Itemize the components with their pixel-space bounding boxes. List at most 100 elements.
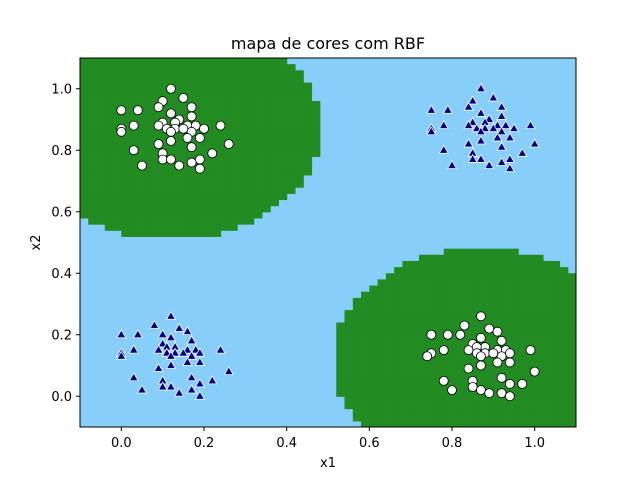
decision-region-cell bbox=[485, 279, 494, 287]
decision-region-cell bbox=[567, 273, 576, 280]
decision-region-cell bbox=[245, 76, 255, 84]
decision-region-cell bbox=[261, 150, 271, 157]
decision-region-cell bbox=[509, 248, 519, 256]
decision-region-cell bbox=[452, 402, 461, 410]
decision-region-cell bbox=[385, 316, 395, 324]
decision-region-cell bbox=[501, 371, 511, 379]
decision-region-cell bbox=[452, 408, 461, 416]
decision-region-cell bbox=[410, 347, 420, 354]
decision-region-cell bbox=[427, 291, 437, 299]
decision-region-cell bbox=[493, 365, 503, 373]
decision-region-cell bbox=[154, 131, 164, 139]
decision-region-cell bbox=[137, 193, 147, 201]
decision-region-cell bbox=[551, 273, 561, 280]
decision-region-cell bbox=[179, 181, 189, 188]
circle-point bbox=[438, 375, 449, 386]
plot-frame bbox=[79, 57, 577, 428]
decision-region-cell bbox=[237, 199, 246, 207]
decision-region-cell bbox=[394, 340, 403, 348]
decision-region-cell bbox=[187, 211, 197, 219]
decision-region-cell bbox=[179, 107, 189, 114]
circle-point bbox=[476, 360, 486, 371]
decision-region-cell bbox=[270, 125, 279, 133]
decision-region-cell bbox=[443, 390, 453, 397]
decision-region-cell bbox=[137, 113, 147, 121]
triangle-point bbox=[504, 153, 515, 163]
decision-region-cell bbox=[559, 420, 569, 427]
decision-region-cell bbox=[452, 273, 461, 280]
circle-point bbox=[116, 126, 127, 137]
decision-region-cell bbox=[228, 70, 238, 78]
decision-region-cell bbox=[121, 137, 131, 145]
decision-region-cell bbox=[410, 402, 420, 410]
circle-point bbox=[153, 102, 164, 113]
decision-region-cell bbox=[551, 291, 561, 299]
decision-region-cell bbox=[80, 64, 89, 71]
decision-region-cell bbox=[278, 181, 288, 188]
decision-region-cell bbox=[518, 279, 527, 287]
triangle-point bbox=[488, 123, 499, 133]
decision-region-cell bbox=[385, 291, 395, 299]
decision-region-cell bbox=[146, 70, 155, 78]
decision-region-cell bbox=[485, 297, 494, 305]
decision-region-cell bbox=[294, 107, 304, 114]
circle-point bbox=[504, 348, 515, 359]
decision-region-cell bbox=[286, 94, 296, 102]
decision-region-cell bbox=[551, 328, 561, 336]
decision-region-cell bbox=[344, 316, 354, 324]
decision-region-cell bbox=[402, 328, 412, 336]
decision-region-cell bbox=[195, 94, 205, 102]
decision-region-cell bbox=[418, 396, 428, 403]
decision-region-cell bbox=[435, 316, 445, 324]
decision-region-cell bbox=[394, 347, 403, 354]
decision-region-cell bbox=[336, 347, 346, 354]
triangle-point bbox=[475, 83, 487, 93]
decision-region-cell bbox=[170, 205, 180, 213]
decision-region-cell bbox=[542, 291, 552, 299]
circle-point bbox=[422, 351, 433, 362]
decision-region-cell bbox=[526, 408, 536, 416]
decision-region-cell bbox=[435, 383, 445, 391]
decision-region-cell bbox=[460, 316, 470, 324]
decision-region-cell bbox=[137, 174, 147, 182]
decision-region-cell bbox=[542, 260, 552, 268]
decision-region-cell bbox=[485, 383, 494, 391]
decision-region-cell bbox=[137, 150, 147, 157]
decision-region-cell bbox=[509, 254, 519, 262]
decision-region-cell bbox=[468, 408, 478, 416]
decision-region-cell bbox=[551, 304, 561, 311]
decision-region-cell bbox=[245, 94, 255, 102]
decision-region-cell bbox=[129, 181, 139, 188]
decision-region-cell bbox=[204, 76, 213, 84]
decision-region-cell bbox=[377, 383, 387, 391]
decision-region-cell bbox=[237, 70, 246, 78]
decision-region-cell bbox=[170, 187, 180, 194]
decision-region-cell bbox=[509, 328, 519, 336]
decision-region-cell bbox=[435, 260, 445, 268]
circle-point bbox=[194, 163, 205, 174]
decision-region-cell bbox=[377, 390, 387, 397]
decision-region-cell bbox=[551, 267, 561, 274]
decision-region-cell bbox=[377, 334, 387, 342]
decision-region-cell bbox=[137, 224, 147, 231]
circle-point bbox=[484, 323, 495, 334]
decision-region-cell bbox=[96, 101, 106, 108]
decision-region-cell bbox=[96, 205, 106, 213]
decision-region-cell bbox=[96, 174, 106, 182]
decision-region-cell bbox=[410, 408, 420, 416]
decision-region-cell bbox=[410, 377, 420, 385]
decision-region-cell bbox=[526, 310, 536, 317]
decision-region-cell bbox=[410, 420, 420, 427]
decision-region-cell bbox=[418, 347, 428, 354]
circle-point bbox=[529, 366, 540, 377]
decision-region-cell bbox=[509, 316, 519, 324]
decision-region-cell bbox=[501, 334, 511, 342]
decision-region-cell bbox=[402, 304, 412, 311]
decision-region-cell bbox=[261, 131, 271, 139]
decision-region-cell bbox=[104, 70, 114, 78]
circle-point bbox=[488, 348, 499, 359]
decision-region-cell bbox=[377, 291, 387, 299]
decision-region-cell bbox=[121, 88, 131, 96]
decision-region-cell bbox=[369, 414, 379, 422]
decision-region-cell bbox=[237, 181, 246, 188]
